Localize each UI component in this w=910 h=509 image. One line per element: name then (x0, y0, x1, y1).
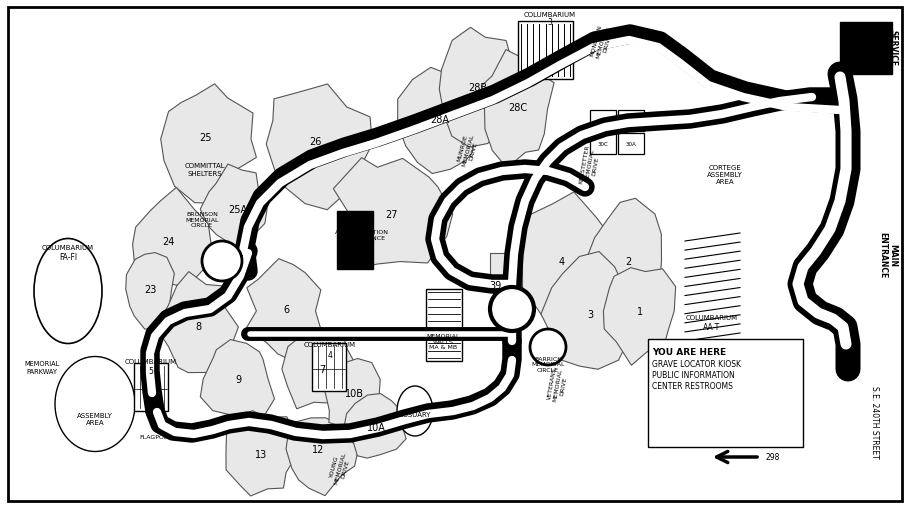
Text: COMMITTAL
SHELTERS: COMMITTAL SHELTERS (185, 163, 226, 176)
Text: 6: 6 (283, 304, 289, 315)
Polygon shape (513, 192, 612, 331)
Text: OSSUARY: OSSUARY (399, 411, 431, 417)
Circle shape (530, 329, 566, 365)
Text: 28C: 28C (509, 103, 528, 113)
Text: FA-FI: FA-FI (59, 253, 77, 262)
Text: 28B: 28B (469, 83, 488, 93)
Text: 4: 4 (328, 350, 332, 359)
Text: 25A: 25A (228, 205, 248, 215)
Text: CORTEGE
ASSEMBLY
AREA: CORTEGE ASSEMBLY AREA (707, 165, 743, 185)
Text: YOUNG
MEMORIAL
DRIVE: YOUNG MEMORIAL DRIVE (328, 449, 352, 486)
Bar (590, 111, 616, 132)
Text: 24: 24 (162, 237, 174, 246)
Text: 25: 25 (198, 133, 211, 143)
Ellipse shape (55, 357, 135, 451)
Polygon shape (200, 165, 267, 250)
Bar (490, 253, 522, 292)
Text: COLUMBARIUM: COLUMBARIUM (42, 244, 94, 250)
Text: GRAVE LOCATOR KIOSK: GRAVE LOCATOR KIOSK (652, 359, 741, 369)
Text: PUBLIC INFORMATION: PUBLIC INFORMATION (652, 370, 734, 379)
Text: 3: 3 (548, 18, 552, 27)
Text: BRONSON
MEMORIAL
CIRCLE: BRONSON MEMORIAL CIRCLE (186, 211, 218, 228)
Text: 3: 3 (587, 309, 593, 319)
Text: MEMORIAL
WALLS
MA & MB: MEMORIAL WALLS MA & MB (426, 333, 460, 350)
Polygon shape (246, 259, 322, 361)
Text: 1: 1 (637, 306, 643, 317)
Text: 27: 27 (386, 210, 399, 219)
Text: 8: 8 (195, 321, 201, 331)
Circle shape (490, 288, 534, 331)
Text: ASSEMBLY
AREA: ASSEMBLY AREA (77, 413, 113, 426)
Text: 4: 4 (559, 257, 565, 267)
Bar (312, 344, 346, 391)
Polygon shape (398, 68, 484, 174)
Text: COLUMBARIUM: COLUMBARIUM (304, 342, 356, 347)
Polygon shape (161, 84, 257, 204)
Text: 30C: 30C (598, 142, 609, 147)
Text: BARRICK
MEMORIAL
CIRCLE: BARRICK MEMORIAL CIRCLE (531, 356, 565, 373)
Polygon shape (322, 359, 380, 427)
Polygon shape (541, 252, 632, 370)
Text: SERVICE
ENTRANCE: SERVICE ENTRANCE (878, 25, 897, 71)
Text: VETERANS
MEMORIAL
DRIVE: VETERANS MEMORIAL DRIVE (547, 366, 569, 402)
Bar (337, 212, 373, 269)
Text: 13: 13 (255, 449, 268, 459)
Polygon shape (126, 253, 175, 329)
Text: CENTER RESTROOMS: CENTER RESTROOMS (652, 381, 733, 390)
Polygon shape (440, 29, 524, 148)
Text: 23: 23 (144, 285, 157, 294)
Text: 39: 39 (489, 280, 501, 291)
Text: 30B: 30B (626, 119, 636, 124)
Text: 28A: 28A (430, 115, 450, 125)
Bar (426, 290, 462, 361)
Text: FLAGPOLE: FLAGPOLE (139, 435, 171, 440)
Polygon shape (133, 188, 211, 286)
Text: 7: 7 (318, 364, 325, 374)
Text: MONEGAN
MEMORIAL
DRIVE: MONEGAN MEMORIAL DRIVE (590, 23, 614, 60)
Polygon shape (200, 340, 275, 417)
Text: 2: 2 (625, 257, 632, 267)
Text: KERSTETTER
MEMORIAL
DRIVE: KERSTETTER MEMORIAL DRIVE (579, 144, 602, 186)
Polygon shape (226, 411, 298, 496)
Text: MEMORIAL
PARKWAY: MEMORIAL PARKWAY (25, 361, 60, 374)
Text: 12: 12 (312, 444, 324, 454)
Polygon shape (286, 418, 359, 496)
Text: MUNROE
MEMORIAL
DRIVE: MUNROE MEMORIAL DRIVE (456, 131, 480, 168)
Text: 26: 26 (308, 137, 321, 147)
Text: 10A: 10A (367, 422, 386, 432)
Circle shape (202, 242, 242, 281)
Polygon shape (282, 330, 359, 409)
Ellipse shape (34, 239, 102, 344)
Text: 10B: 10B (345, 388, 363, 398)
Bar (134, 363, 168, 411)
Ellipse shape (397, 386, 433, 436)
Text: YOU ARE HERE: YOU ARE HERE (652, 347, 726, 356)
Text: 9: 9 (235, 374, 241, 384)
Polygon shape (586, 199, 662, 323)
Bar (840, 23, 892, 75)
Polygon shape (267, 85, 372, 210)
Bar (618, 134, 644, 155)
Polygon shape (481, 50, 554, 168)
Polygon shape (333, 158, 452, 269)
Text: S.E. 240TH STREET: S.E. 240TH STREET (871, 385, 879, 458)
Polygon shape (603, 268, 675, 365)
Bar (590, 134, 616, 155)
Text: 30D: 30D (597, 119, 609, 124)
Text: 298: 298 (765, 453, 779, 462)
FancyBboxPatch shape (648, 340, 803, 447)
Text: 5: 5 (148, 367, 154, 376)
Text: COLUMBARIUM: COLUMBARIUM (125, 358, 177, 364)
Text: ADMINISTRATION
MAINTENANCE
FACILITY: ADMINISTRATION MAINTENANCE FACILITY (335, 229, 389, 246)
Text: MAIN
ENTRANCE: MAIN ENTRANCE (878, 232, 897, 277)
Text: COLUMBARIUM: COLUMBARIUM (524, 12, 576, 18)
Text: COLUMBARIUM: COLUMBARIUM (686, 315, 738, 320)
Bar (518, 22, 573, 80)
Bar (618, 111, 644, 132)
Text: 30A: 30A (626, 142, 636, 147)
Polygon shape (156, 272, 238, 373)
Polygon shape (344, 394, 406, 458)
Text: AA-T: AA-T (703, 323, 721, 332)
